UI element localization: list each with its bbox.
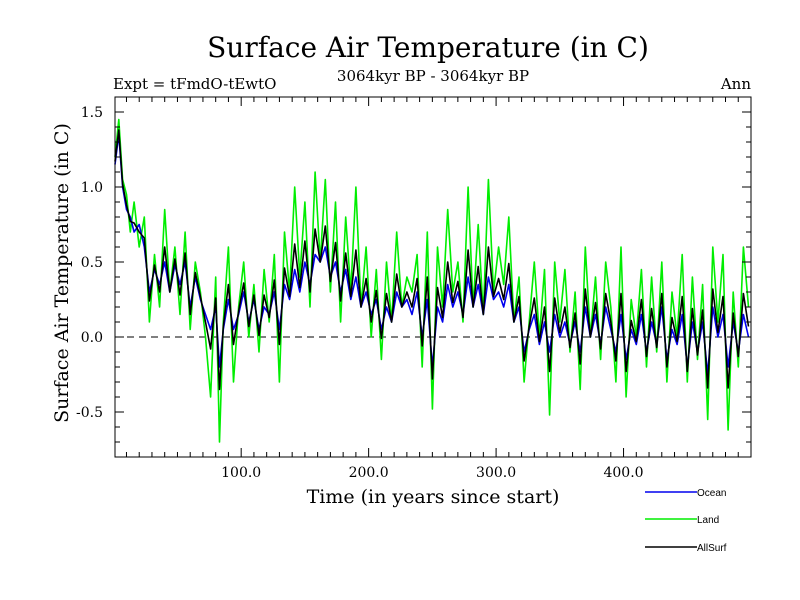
x-tick-label: 300.0 [476,465,516,481]
x-axis-label: Time (in years since start) [307,486,560,508]
x-tick-label: 200.0 [349,465,389,481]
legend: Ocean Land AllSurf [645,488,727,554]
axis-ticks: 100.0 200.0 300.0 400.0 -0.5 0.0 0.5 1.0 1.5 [76,97,751,481]
x-tick-label: 400.0 [603,465,643,481]
x-tick-label: 100.0 [221,465,261,481]
y-tick-label: 0.0 [81,330,103,346]
legend-label-allsurf: AllSurf [697,543,727,554]
season-label: Ann [720,75,751,93]
legend-label-land: Land [697,515,719,526]
y-axis-label: Surface Air Temperature (in C) [51,123,73,423]
legend-label-ocean: Ocean [697,488,726,499]
series-line-ocean [114,133,750,376]
series-line-land [114,118,750,443]
plot-area [114,96,752,458]
experiment-label: Expt = tFmdO-tEwtO [113,75,276,93]
series-line-allsurf [114,129,750,391]
time-range-label: 3064kyr BP - 3064kyr BP [337,67,529,85]
y-tick-label: -0.5 [76,405,103,421]
y-tick-label: 1.5 [81,105,103,121]
chart-title: Surface Air Temperature (in C) [207,31,649,64]
y-tick-label: 0.5 [81,255,103,271]
y-tick-label: 1.0 [81,180,103,196]
